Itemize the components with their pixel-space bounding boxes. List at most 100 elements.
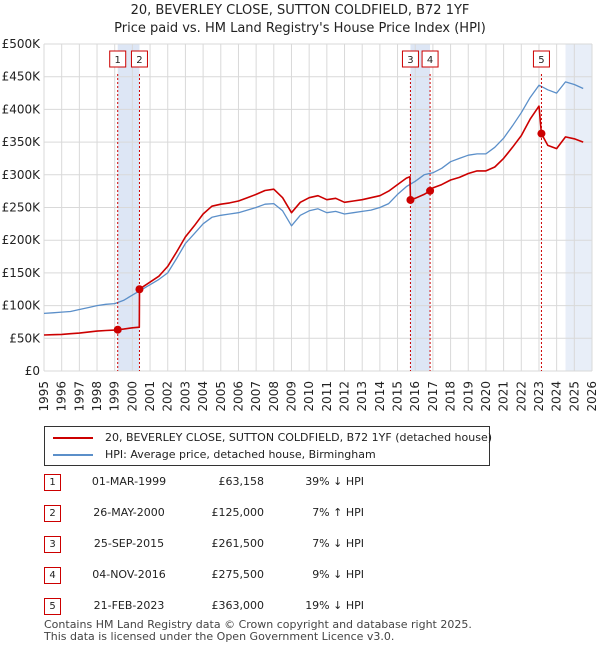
sale-labels: 1 2 3 4 5: [109, 50, 550, 68]
x-tick-label: 2003: [178, 381, 192, 412]
sale-label-box: [109, 50, 127, 68]
x-tick-label: 2026: [585, 381, 599, 412]
transaction-number-badge: 5: [44, 598, 61, 615]
transaction-hpi-diff: 9% ↓ HPI: [312, 568, 364, 581]
chart-legend: 20, BEVERLEY CLOSE, SUTTON COLDFIELD, B7…: [44, 426, 492, 466]
transaction-number-badge: 4: [44, 567, 61, 584]
x-tick-label: 1995: [37, 381, 51, 412]
table-row: 3 25-SEP-2015 £261,500 7% ↓ HPI: [44, 534, 464, 554]
sale-point: [113, 325, 122, 334]
title-line-1: 20, BEVERLEY CLOSE, SUTTON COLDFIELD, B7…: [130, 3, 470, 18]
axes: £0 £50K £100K £150K £200K £250K £300K £350K £400…: [2, 37, 599, 412]
x-tick-label: 2001: [143, 381, 157, 412]
x-tick-label: 2015: [391, 381, 405, 412]
y-tick-label: £300K: [2, 168, 42, 182]
x-tick-label: 1997: [72, 381, 86, 412]
x-tick-label: 1999: [108, 381, 122, 412]
sale-label-number: 5: [538, 55, 544, 66]
x-tick-label: 2002: [161, 381, 175, 412]
sale-point: [406, 195, 415, 204]
footer-line-1: Contains HM Land Registry data © Crown c…: [44, 618, 472, 631]
sale-label-number: 2: [136, 55, 142, 66]
transaction-hpi-diff: 7% ↓ HPI: [312, 537, 364, 550]
transaction-date: 01-MAR-1999: [91, 475, 167, 488]
transaction-hpi-diff: 39% ↓ HPI: [305, 475, 364, 488]
sale-label-box: [421, 50, 439, 68]
series-lines: [43, 81, 584, 336]
footer-attribution: Contains HM Land Registry data © Crown c…: [44, 619, 472, 643]
x-tick-label: 2024: [550, 381, 564, 412]
table-row: 5 21-FEB-2023 £363,000 19% ↓ HPI: [44, 596, 464, 616]
y-tick-label: £350K: [2, 135, 42, 149]
x-tick-label: 2016: [408, 381, 422, 412]
legend-swatch-property: [53, 437, 93, 439]
sale-label-box: [532, 50, 550, 68]
x-tick-label: 2025: [567, 381, 581, 412]
legend-item-property: 20, BEVERLEY CLOSE, SUTTON COLDFIELD, B7…: [53, 430, 492, 446]
sale-point: [426, 186, 435, 195]
sale-markers-lines: [117, 74, 542, 371]
sale-label-number: 1: [115, 55, 121, 66]
y-tick-label: £100K: [2, 299, 42, 313]
transaction-number-badge: 3: [44, 536, 61, 553]
table-row: 2 26-MAY-2000 £125,000 7% ↑ HPI: [44, 503, 464, 523]
sale-label-box: [401, 50, 419, 68]
transaction-date: 04-NOV-2016: [92, 568, 166, 581]
legend-label-property: 20, BEVERLEY CLOSE, SUTTON COLDFIELD, B7…: [105, 431, 493, 444]
transaction-hpi-diff: 7% ↑ HPI: [312, 506, 364, 519]
sale-point: [537, 129, 546, 138]
x-tick-label: 2023: [532, 381, 546, 412]
sale-points: [113, 129, 546, 334]
x-tick-label: 2018: [444, 381, 458, 412]
x-tick-label: 2010: [302, 381, 316, 412]
x-tick-label: 2008: [267, 381, 281, 412]
sale-label-number: 3: [407, 55, 413, 66]
transaction-date: 26-MAY-2000: [93, 506, 165, 519]
transaction-price: £275,500: [211, 568, 265, 581]
x-tick-label: 2004: [196, 381, 210, 412]
table-row: 4 04-NOV-2016 £275,500 9% ↓ HPI: [44, 565, 464, 585]
x-tick-label: 2011: [320, 381, 334, 412]
x-tick-label: 2014: [373, 381, 387, 412]
y-tick-label: £200K: [2, 233, 42, 247]
y-tick-label: £250K: [2, 201, 42, 215]
price-chart: £0 £50K £100K £150K £200K £250K £300K £350K £400…: [2, 37, 599, 412]
legend-item-hpi: HPI: Average price, detached house, Birm…: [53, 447, 376, 463]
y-tick-label: £150K: [2, 266, 42, 280]
table-row: 1 01-MAR-1999 £63,158 39% ↓ HPI: [44, 472, 464, 492]
transaction-price: £363,000: [211, 599, 265, 612]
legend-swatch-hpi: [53, 454, 93, 456]
x-tick-label: 2009: [284, 381, 298, 412]
hpi-series-line: [43, 81, 584, 315]
transaction-price: £63,158: [218, 475, 265, 488]
footer-line-2: This data is licensed under the Open Gov…: [44, 630, 395, 643]
title-line-2: Price paid vs. HM Land Registry's House …: [114, 21, 486, 36]
sale-label-number: 4: [427, 55, 433, 66]
x-tick-label: 1996: [55, 381, 69, 412]
x-tick-label: 2021: [497, 381, 511, 412]
x-tick-label: 2022: [514, 381, 528, 412]
x-tick-label: 2012: [338, 381, 352, 412]
transaction-price: £125,000: [211, 506, 265, 519]
x-tick-label: 1998: [90, 381, 104, 412]
transaction-number-badge: 2: [44, 505, 61, 522]
y-tick-label: £450K: [2, 70, 42, 84]
transaction-date: 21-FEB-2023: [93, 599, 165, 612]
x-tick-label: 2019: [461, 381, 475, 412]
y-tick-label: £0: [25, 364, 40, 378]
transaction-price: £261,500: [211, 537, 265, 550]
x-tick-label: 2006: [231, 381, 245, 412]
x-tick-label: 2017: [426, 381, 440, 412]
transaction-hpi-diff: 19% ↓ HPI: [305, 599, 364, 612]
chart-title: 20, BEVERLEY CLOSE, SUTTON COLDFIELD, B7…: [0, 2, 600, 38]
transaction-date: 25-SEP-2015: [93, 537, 165, 550]
y-tick-label: £400K: [2, 102, 42, 116]
y-tick-label: £500K: [2, 37, 42, 51]
x-tick-label: 2013: [355, 381, 369, 412]
x-tick-label: 2005: [214, 381, 228, 412]
property-series-line: [43, 105, 584, 336]
x-tick-label: 2020: [479, 381, 493, 412]
y-tick-label: £50K: [9, 331, 41, 345]
sale-point: [135, 285, 144, 294]
sale-label-box: [130, 50, 148, 68]
